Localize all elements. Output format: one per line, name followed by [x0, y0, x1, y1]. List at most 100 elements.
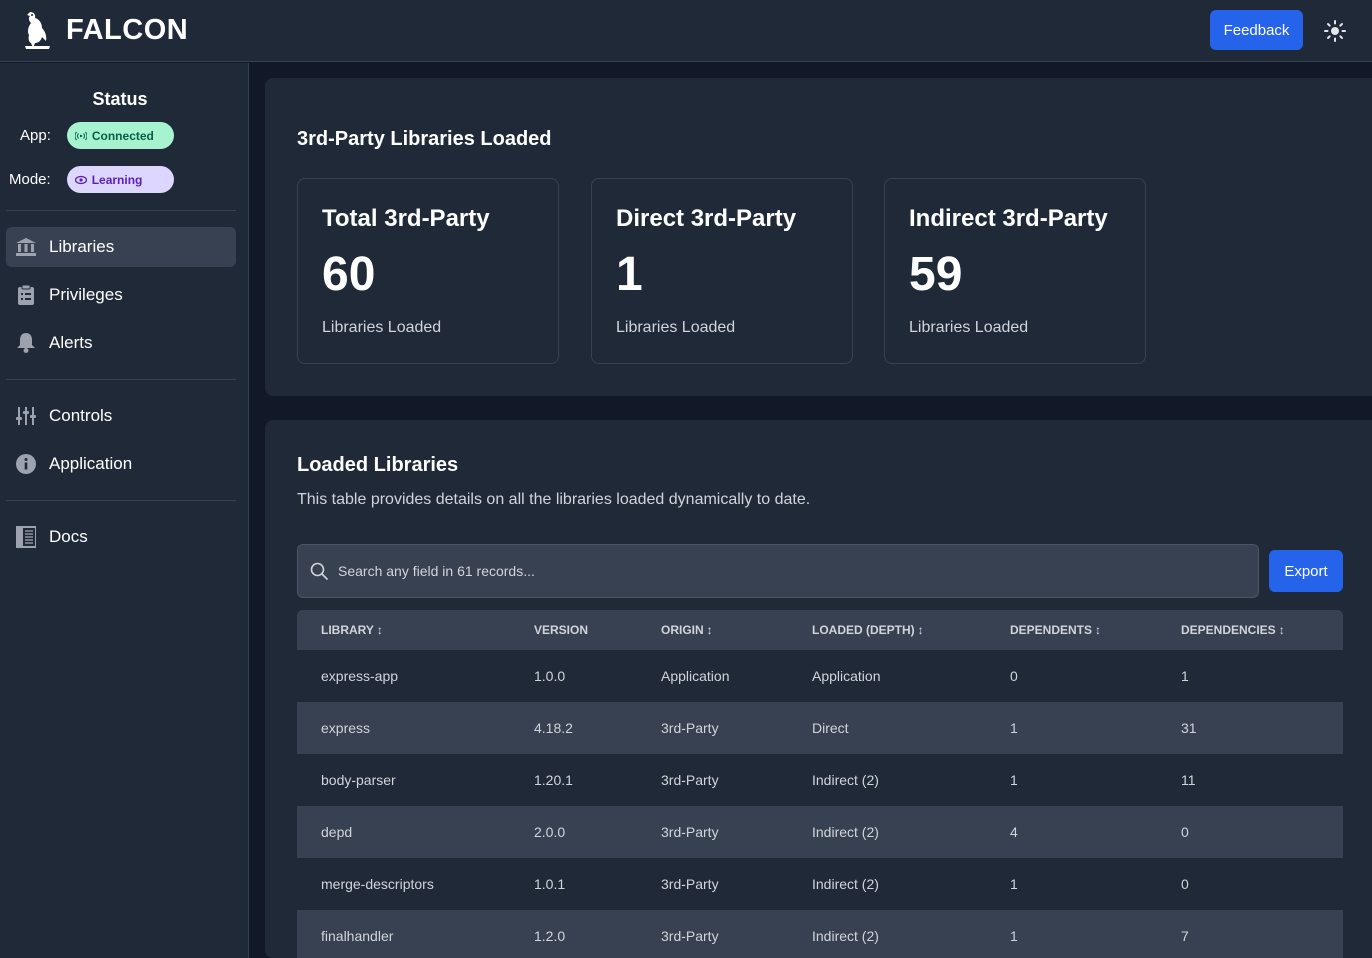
sidebar-item-libraries[interactable]: Libraries [6, 227, 236, 267]
loaded-libraries-description: This table provides details on all the l… [297, 491, 811, 508]
sidebar-item-label: Controls [49, 406, 113, 425]
search-icon [310, 562, 328, 580]
summary-panel: 3rd-Party Libraries Loaded Total 3rd-Par… [265, 78, 1372, 396]
app-title: FALCON [66, 13, 189, 46]
table-row[interactable]: express 4.18.2 3rd-Party Direct 1 31 [297, 702, 1343, 754]
card-title: Total 3rd-Party [322, 205, 490, 232]
cell-origin: Application [661, 668, 730, 684]
table-row[interactable]: body-parser 1.20.1 3rd-Party Indirect (2… [297, 754, 1343, 806]
cell-library: depd [321, 824, 353, 840]
cell-loaded-depth: Indirect (2) [812, 928, 879, 944]
app-status-text: Connected [91, 128, 154, 143]
card-title: Direct 3rd-Party [616, 205, 797, 232]
cell-library: express-app [321, 668, 399, 684]
app-status-badge: Connected [66, 122, 174, 149]
table-row[interactable]: express-app 1.0.0 Application Applicatio… [297, 650, 1343, 702]
sort-icon: ↕ [376, 623, 383, 637]
search-box [297, 544, 1259, 598]
cell-library: finalhandler [321, 928, 394, 944]
sidebar-item-application[interactable]: Application [6, 444, 236, 484]
cell-dependents: 0 [1010, 668, 1018, 684]
cell-loaded-depth: Application [812, 668, 881, 684]
cell-origin: 3rd-Party [661, 876, 719, 892]
cell-dependencies: 31 [1181, 720, 1197, 736]
libraries-table: LIBRARY ↕ VERSION ORIGIN ↕ LOADED (DEPTH) ↕… [297, 610, 1343, 958]
mode-status-badge: Learning [66, 166, 174, 193]
bank-icon [15, 236, 37, 258]
search-input[interactable] [338, 551, 1258, 591]
cell-library: body-parser [321, 772, 396, 788]
mode-status-text: Learning [91, 172, 143, 187]
cell-library: merge-descriptors [321, 876, 434, 892]
loaded-libraries-panel: Loaded Libraries This table provides det… [265, 420, 1372, 958]
logo[interactable]: FALCON [20, 10, 188, 50]
sidebar-item-label: Application [49, 454, 133, 473]
cell-dependencies: 1 [1181, 668, 1189, 684]
column-header-origin[interactable]: ORIGIN ↕ [661, 623, 713, 637]
column-header-dependents[interactable]: DEPENDENTS ↕ [1010, 623, 1102, 637]
table-row[interactable]: merge-descriptors 1.0.1 3rd-Party Indire… [297, 858, 1343, 910]
cell-loaded-depth: Indirect (2) [812, 876, 879, 892]
sidebar-divider [6, 500, 236, 501]
card-subtitle: Libraries Loaded [909, 319, 1029, 336]
card-title: Indirect 3rd-Party [909, 205, 1108, 232]
sort-icon: ↕ [917, 623, 924, 637]
column-header-version[interactable]: VERSION [534, 623, 589, 637]
cell-dependents: 1 [1010, 772, 1018, 788]
top-bar: FALCON Feedback [0, 0, 1372, 62]
cell-dependents: 1 [1010, 928, 1018, 944]
cell-version: 2.0.0 [534, 824, 566, 840]
signal-icon [74, 131, 87, 140]
export-button[interactable]: Export [1269, 550, 1343, 592]
table-row[interactable]: finalhandler 1.2.0 3rd-Party Indirect (2… [297, 910, 1343, 958]
cell-dependencies: 0 [1181, 876, 1189, 892]
cell-version: 1.20.1 [534, 772, 573, 788]
clipboard-list-icon [15, 284, 37, 306]
mode-status-row: Mode: Learning [9, 166, 174, 193]
app-status-row: App: Connected [20, 122, 174, 149]
loaded-libraries-title: Loaded Libraries [297, 454, 459, 476]
cell-origin: 3rd-Party [661, 928, 719, 944]
sidebar-item-docs[interactable]: Docs [6, 517, 236, 557]
column-header-dependencies[interactable]: DEPENDENCIES ↕ [1181, 623, 1285, 637]
status-title: Status [92, 89, 148, 109]
cell-dependents: 1 [1010, 720, 1018, 736]
cell-version: 4.18.2 [534, 720, 573, 736]
direct-card: Direct 3rd-Party 1 Libraries Loaded [591, 178, 853, 364]
cell-loaded-depth: Indirect (2) [812, 824, 879, 840]
table-row[interactable]: depd 2.0.0 3rd-Party Indirect (2) 4 0 [297, 806, 1343, 858]
cell-dependencies: 0 [1181, 824, 1189, 840]
sidebar-item-label: Privileges [49, 285, 123, 304]
cell-dependencies: 11 [1181, 772, 1196, 788]
sun-icon[interactable] [1322, 18, 1348, 44]
table-header: LIBRARY ↕ VERSION ORIGIN ↕ LOADED (DEPTH) ↕… [297, 610, 1343, 650]
cell-loaded-depth: Indirect (2) [812, 772, 879, 788]
sidebar-divider [6, 379, 236, 380]
card-subtitle: Libraries Loaded [322, 319, 442, 336]
cell-loaded-depth: Direct [812, 720, 849, 736]
feedback-button[interactable]: Feedback [1210, 10, 1303, 50]
total-card: Total 3rd-Party 60 Libraries Loaded [297, 178, 559, 364]
cell-dependencies: 7 [1181, 928, 1189, 944]
sliders-icon [15, 405, 37, 427]
cell-dependents: 4 [1010, 824, 1018, 840]
book-icon [15, 526, 37, 548]
info-icon [15, 453, 37, 475]
falcon-logo-icon [25, 12, 50, 49]
sidebar-item-controls[interactable]: Controls [6, 396, 236, 436]
column-header-loaded-depth[interactable]: LOADED (DEPTH) ↕ [812, 623, 924, 637]
column-header-library[interactable]: LIBRARY ↕ [321, 623, 383, 637]
sidebar-item-alerts[interactable]: Alerts [6, 323, 236, 363]
card-value: 59 [909, 248, 963, 301]
sort-icon: ↕ [1095, 623, 1102, 637]
sidebar-item-label: Libraries [49, 237, 115, 256]
cell-origin: 3rd-Party [661, 824, 719, 840]
summary-title: 3rd-Party Libraries Loaded [297, 128, 552, 150]
sort-icon: ↕ [1278, 623, 1285, 637]
bell-icon [15, 332, 37, 354]
sidebar-item-label: Alerts [49, 333, 93, 352]
cell-library: express [321, 720, 371, 736]
cell-origin: 3rd-Party [661, 772, 719, 788]
sidebar: Status App: Connected Mode: Learning Lib… [0, 63, 249, 958]
sidebar-item-privileges[interactable]: Privileges [6, 275, 236, 315]
